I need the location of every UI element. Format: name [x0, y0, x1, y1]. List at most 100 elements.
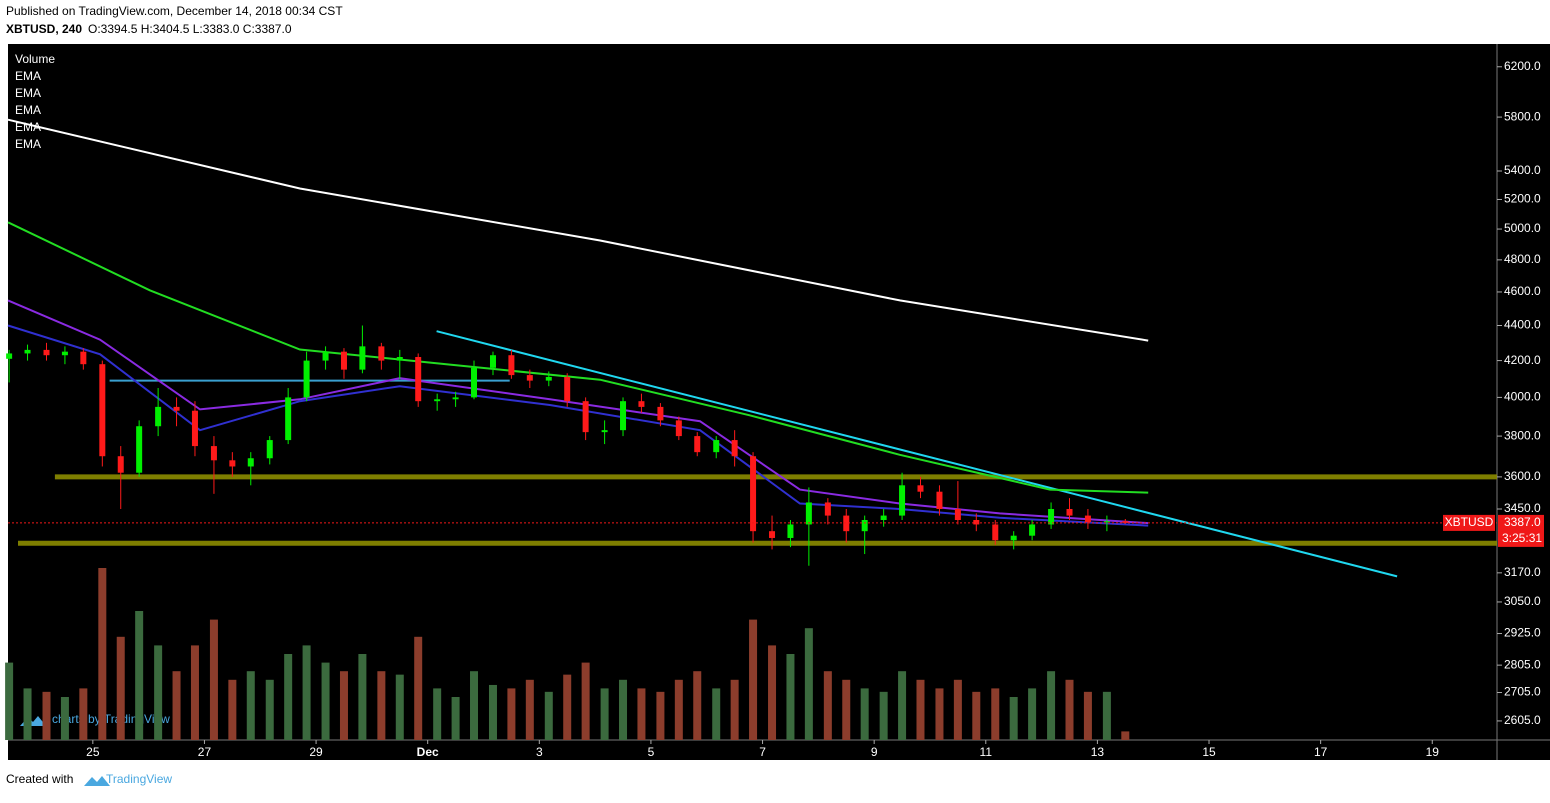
volume-bar [135, 611, 144, 740]
volume-bar [600, 688, 609, 740]
volume-bar [525, 679, 534, 740]
candle-body [1103, 521, 1110, 523]
volume-bar [786, 654, 795, 740]
candle-body [396, 357, 403, 361]
volume-bar [377, 671, 386, 740]
candle-body [694, 436, 701, 453]
volume-bar [507, 688, 516, 740]
volume-bar [693, 671, 702, 740]
x-tick-label: 13 [1091, 745, 1105, 759]
created-with: Created with [6, 772, 73, 786]
candle-body [117, 456, 124, 473]
volume-bar [284, 654, 293, 740]
candle-body [805, 502, 812, 525]
candle-body [973, 520, 980, 525]
volume-bar [898, 671, 907, 740]
ema-line [7, 324, 1149, 527]
last-price-label: 3387.0 [1504, 515, 1541, 529]
volume-bar [991, 688, 1000, 740]
candle-body [601, 430, 608, 433]
y-tick-label: 4600.0 [1504, 284, 1541, 298]
legend-entry: EMA [15, 137, 41, 151]
candle-body [1029, 524, 1036, 536]
candle-body [24, 349, 31, 354]
volume-bar [1121, 731, 1130, 740]
x-tick-label: 11 [980, 745, 993, 759]
x-tick-label: 25 [86, 745, 100, 759]
candle-body [526, 375, 533, 381]
volume-bar [414, 636, 423, 740]
candle-body [564, 376, 571, 402]
volume-bar [637, 688, 646, 740]
y-tick-label: 3450.0 [1504, 501, 1541, 515]
volume-bar [339, 671, 348, 740]
candle-body [843, 515, 850, 532]
x-tick-label: 29 [309, 745, 323, 759]
candle-body [322, 351, 329, 361]
candle-body [936, 491, 943, 509]
candle-body [99, 364, 106, 457]
candle-body [229, 460, 236, 467]
candle-body [136, 426, 143, 473]
x-tick-label: 17 [1314, 745, 1328, 759]
y-tick-label: 6200.0 [1504, 59, 1541, 73]
volume-bar [246, 671, 255, 740]
y-tick-label: 4400.0 [1504, 318, 1541, 332]
published: Published on TradingView.com, December 1… [6, 4, 343, 18]
volume-bar [823, 671, 832, 740]
volume-bar [860, 688, 869, 740]
volume-bar [1102, 691, 1111, 740]
candle-body [80, 351, 87, 365]
candle-body [6, 353, 13, 359]
y-tick-label: 2805.0 [1504, 657, 1541, 671]
candle-body [471, 367, 478, 398]
x-tick-label: Dec [417, 745, 439, 759]
candle-body [787, 524, 794, 538]
candle-body [731, 440, 738, 457]
y-tick-label: 3050.0 [1504, 594, 1541, 608]
volume-bar [656, 691, 665, 740]
x-tick-label: 27 [198, 745, 212, 759]
tv-logo [84, 776, 110, 786]
candle-body [359, 346, 366, 370]
y-tick-label: 5400.0 [1504, 163, 1541, 177]
candle-body [824, 502, 831, 516]
volume-bar [972, 691, 981, 740]
ema-line [7, 299, 1149, 525]
volume-bar [842, 679, 851, 740]
brand: TradingView [106, 772, 172, 786]
volume-bar [451, 697, 460, 740]
volume-bar [712, 688, 721, 740]
volume-bar [23, 688, 32, 740]
symbol-label: XBTUSD [1445, 515, 1494, 529]
volume-bar [60, 697, 69, 740]
volume-bar [433, 688, 442, 740]
x-tick-label: 9 [871, 745, 878, 759]
volume-bar [79, 688, 88, 740]
volume-bar [730, 679, 739, 740]
candle-body [657, 406, 664, 421]
symbol-tag [1443, 514, 1495, 531]
candle-body [266, 440, 273, 459]
volume-bar [488, 684, 497, 740]
candle-body [415, 357, 422, 402]
candle-body [1122, 521, 1129, 523]
candle-body [713, 440, 720, 453]
legend-entry: EMA [15, 103, 41, 117]
candle-body [917, 485, 924, 492]
price-tag [1498, 514, 1544, 547]
ema-line [7, 118, 1149, 342]
candle-body [155, 406, 162, 427]
y-tick-label: 2705.0 [1504, 685, 1541, 699]
candle-body [899, 485, 906, 516]
candle-body [1048, 508, 1055, 525]
y-tick-label: 5200.0 [1504, 192, 1541, 206]
volume-bar [1083, 691, 1092, 740]
candle-body [452, 397, 459, 400]
volume-bar [321, 662, 330, 740]
candle-body [303, 360, 310, 398]
candle-body [191, 410, 198, 447]
volume-bar [804, 628, 813, 740]
candle-body [61, 351, 68, 356]
